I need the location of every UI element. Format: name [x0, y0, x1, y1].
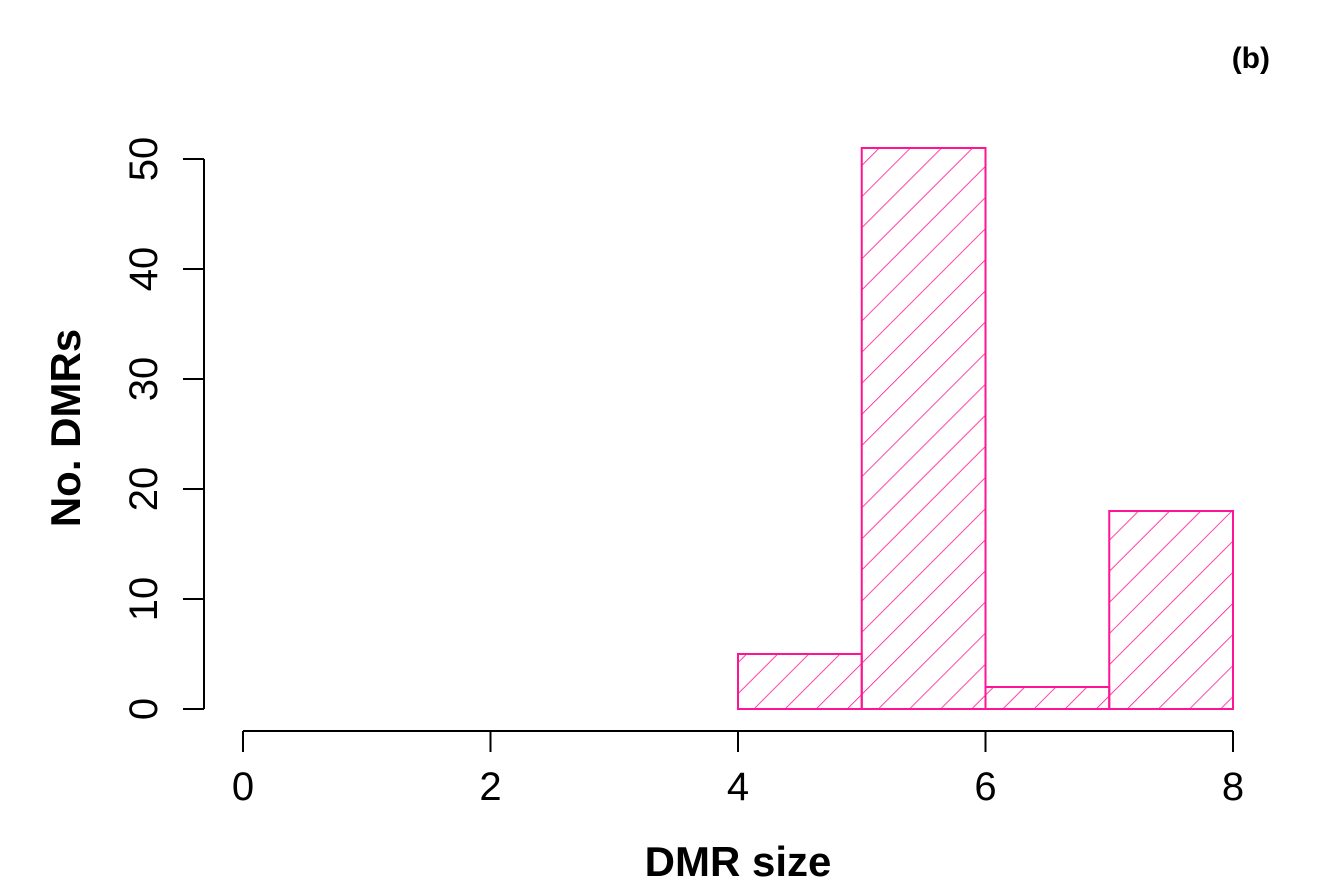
x-tick-label: 6 [974, 765, 996, 809]
histogram-bar-7 [1108, 510, 1234, 710]
y-tick-label: 30 [122, 357, 166, 402]
histogram-bar-4 [737, 653, 863, 710]
y-tick-label: 10 [122, 577, 166, 622]
y-tick-label: 50 [122, 137, 166, 182]
y-axis: 0 10 20 30 40 50 [122, 137, 205, 720]
y-tick-label: 20 [122, 467, 166, 512]
bars-group [737, 147, 1234, 710]
y-tick-label: 40 [122, 247, 166, 292]
panel-label: (b) [1232, 42, 1270, 75]
y-axis-title: No. DMRs [42, 329, 89, 527]
x-axis: 0 2 4 6 8 [232, 730, 1244, 809]
x-tick-label: 8 [1222, 765, 1244, 809]
histogram-bar-5 [860, 147, 987, 710]
x-tick-label: 0 [232, 765, 254, 809]
histogram-bar-6 [984, 686, 1111, 710]
x-tick-label: 2 [479, 765, 501, 809]
x-axis-title: DMR size [645, 838, 832, 885]
y-tick-label: 0 [122, 698, 166, 720]
x-tick-label: 4 [727, 765, 749, 809]
